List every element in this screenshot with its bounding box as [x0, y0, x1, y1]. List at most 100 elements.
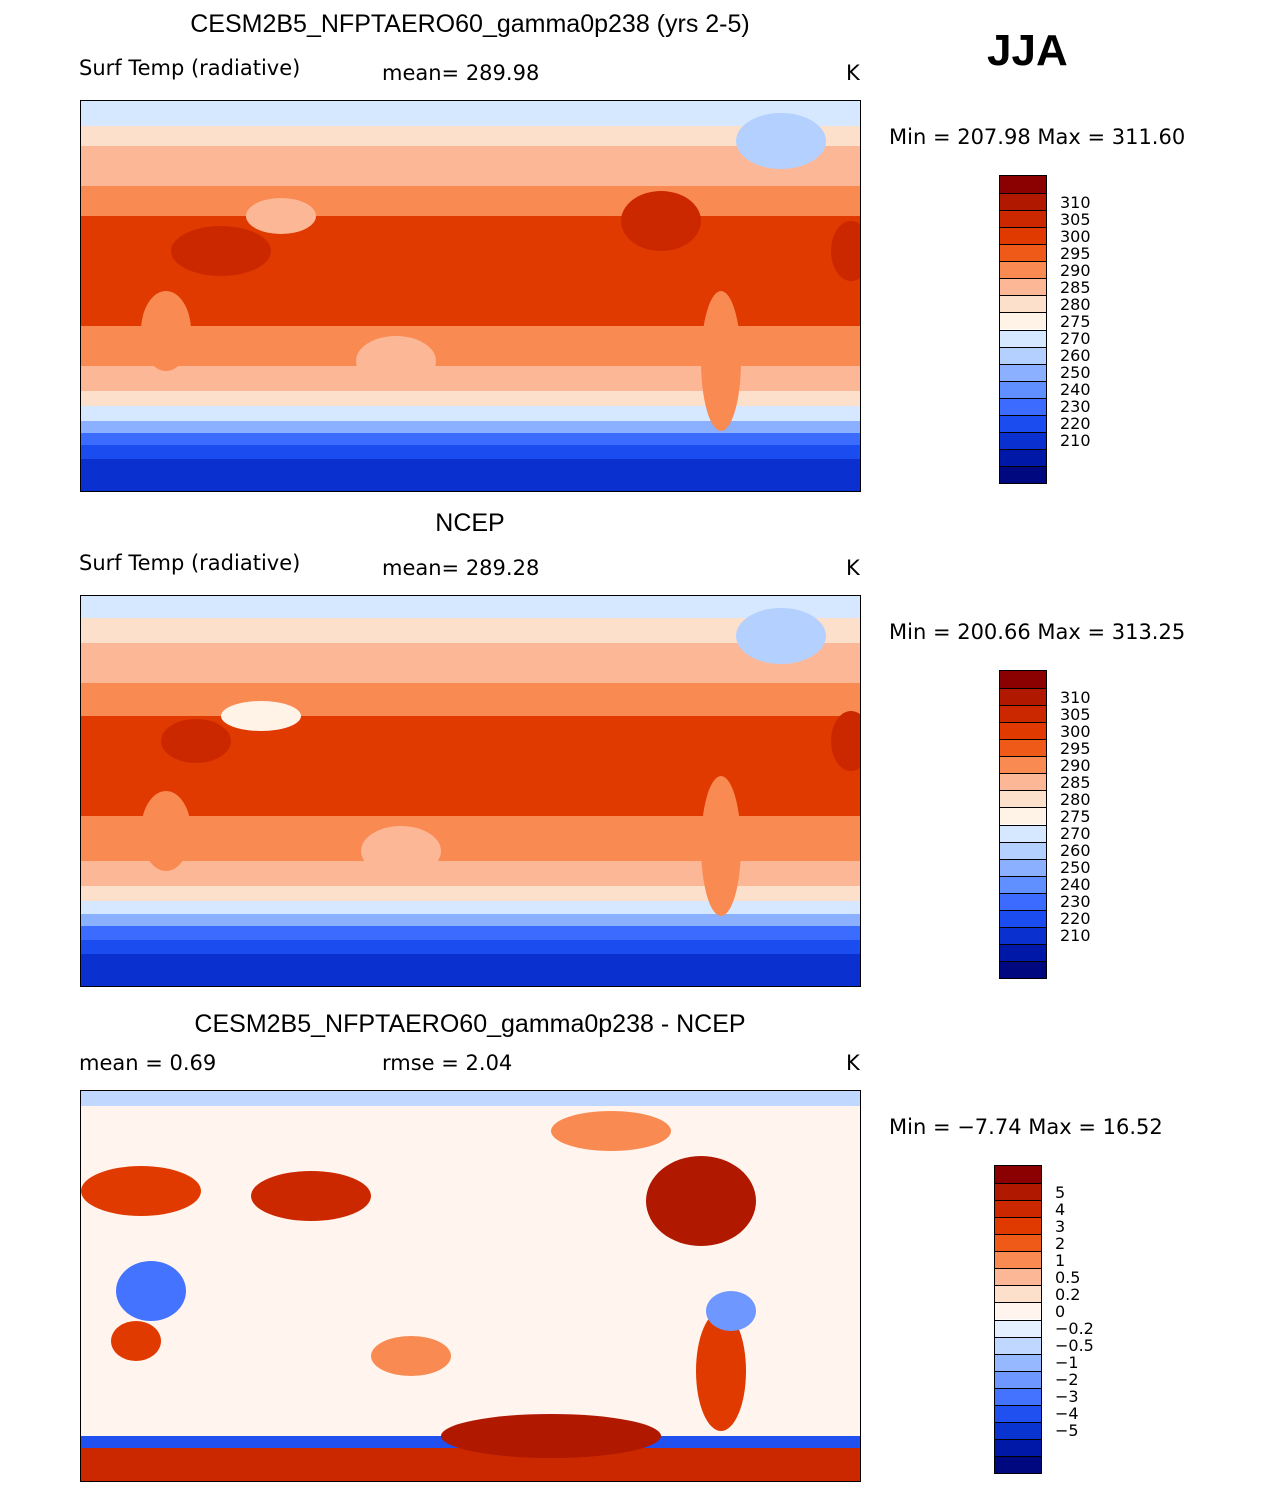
colorbar-box — [1000, 244, 1046, 262]
colorbar-box — [1000, 926, 1046, 944]
colorbar-box — [1000, 227, 1046, 245]
colorbar-tick-label: 240 — [1060, 380, 1091, 400]
panel-1-mean: mean= 289.98 — [382, 61, 540, 85]
colorbar-box — [1000, 688, 1046, 706]
colorbar-box — [995, 1421, 1041, 1439]
colorbar-tick-label: 280 — [1060, 789, 1091, 809]
panel-1-units: K — [846, 61, 860, 85]
colorbar-tick-label: −4 — [1055, 1404, 1079, 1424]
colorbar-tick-label: 210 — [1060, 431, 1091, 451]
panel-2-colorbar — [999, 670, 1047, 979]
panel-3-title: CESM2B5_NFPTAERO60_gamma0p238 - NCEP — [194, 1010, 746, 1038]
colorbar-box — [995, 1302, 1041, 1320]
colorbar-tick-label: 285 — [1060, 277, 1091, 297]
panel-1-map — [80, 100, 861, 492]
colorbar-tick-label: 4 — [1055, 1199, 1066, 1219]
panel-3-mean: mean = 0.69 — [79, 1051, 217, 1075]
panel-3-units: K — [846, 1051, 860, 1075]
colorbar-tick-label: 295 — [1060, 738, 1091, 758]
colorbar-box — [1000, 363, 1046, 381]
colorbar-tick-label: 305 — [1060, 704, 1091, 724]
colorbar-tick-label: 5 — [1055, 1182, 1066, 1202]
colorbar-box — [1000, 722, 1046, 740]
colorbar-box — [1000, 739, 1046, 757]
colorbar-box — [1000, 210, 1046, 228]
panel-2-map — [80, 595, 861, 987]
colorbar-tick-label: 285 — [1060, 772, 1091, 792]
colorbar-tick-label: 1 — [1055, 1250, 1066, 1270]
panel-1-colorbar — [999, 175, 1047, 484]
colorbar-tick-label: 260 — [1060, 346, 1091, 366]
colorbar-tick-label: 250 — [1060, 363, 1091, 383]
panel-1-variable: Surf Temp (radiative) — [79, 56, 301, 80]
colorbar-tick-label: −0.5 — [1055, 1336, 1094, 1356]
colorbar-box — [1000, 448, 1046, 466]
panel-2-units: K — [846, 556, 860, 580]
colorbar-box — [1000, 756, 1046, 774]
panel-3-field — [81, 1091, 860, 1481]
colorbar-tick-label: 220 — [1060, 414, 1091, 434]
colorbar-tick-label: 310 — [1060, 687, 1091, 707]
colorbar-tick-label: 210 — [1060, 926, 1091, 946]
colorbar-box — [995, 1438, 1041, 1456]
colorbar-tick-label: 0 — [1055, 1301, 1066, 1321]
colorbar-box — [995, 1387, 1041, 1405]
colorbar-tick-label: 275 — [1060, 806, 1091, 826]
colorbar-box — [1000, 960, 1046, 978]
panel-3-minmax: Min = −7.74 Max = 16.52 — [889, 1115, 1163, 1139]
colorbar-tick-label: −2 — [1055, 1370, 1079, 1390]
colorbar-tick-label: 250 — [1060, 858, 1091, 878]
colorbar-box — [995, 1353, 1041, 1371]
colorbar-tick-label: 290 — [1060, 260, 1091, 280]
colorbar-box — [995, 1285, 1041, 1303]
colorbar-tick-label: 2 — [1055, 1233, 1066, 1253]
panel-2-mean: mean= 289.28 — [382, 556, 540, 580]
colorbar-tick-label: 305 — [1060, 209, 1091, 229]
colorbar-tick-label: 295 — [1060, 243, 1091, 263]
colorbar-box — [1000, 346, 1046, 364]
colorbar-box — [995, 1336, 1041, 1354]
colorbar-box — [1000, 380, 1046, 398]
colorbar-tick-label: 230 — [1060, 892, 1091, 912]
colorbar-box — [1000, 431, 1046, 449]
panel-2-title: NCEP — [435, 509, 505, 537]
colorbar-box — [1000, 824, 1046, 842]
colorbar-tick-label: 300 — [1060, 721, 1091, 741]
colorbar-box — [1000, 841, 1046, 859]
season-label: JJA — [987, 26, 1068, 75]
colorbar-tick-label: −0.2 — [1055, 1319, 1094, 1339]
colorbar-box — [1000, 414, 1046, 432]
colorbar-tick-label: 310 — [1060, 192, 1091, 212]
colorbar-box — [1000, 909, 1046, 927]
colorbar-box — [995, 1234, 1041, 1252]
panel-3-map — [80, 1090, 861, 1482]
colorbar-box — [995, 1268, 1041, 1286]
colorbar-box — [1000, 176, 1046, 194]
colorbar-box — [1000, 671, 1046, 689]
colorbar-box — [995, 1455, 1041, 1473]
colorbar-box — [995, 1217, 1041, 1235]
colorbar-tick-label: 0.2 — [1055, 1284, 1081, 1304]
colorbar-box — [1000, 193, 1046, 211]
colorbar-box — [1000, 773, 1046, 791]
colorbar-tick-label: 230 — [1060, 397, 1091, 417]
colorbar-box — [995, 1166, 1041, 1184]
colorbar-tick-label: 270 — [1060, 824, 1091, 844]
colorbar-tick-label: 260 — [1060, 841, 1091, 861]
colorbar-tick-label: 280 — [1060, 294, 1091, 314]
colorbar-box — [995, 1370, 1041, 1388]
panel-3-rmse: rmse = 2.04 — [382, 1051, 513, 1075]
panel-1-field — [81, 101, 860, 491]
colorbar-box — [995, 1183, 1041, 1201]
colorbar-box — [995, 1319, 1041, 1337]
colorbar-box — [995, 1404, 1041, 1422]
colorbar-tick-label: 270 — [1060, 329, 1091, 349]
colorbar-tick-label: −3 — [1055, 1387, 1079, 1407]
colorbar-box — [995, 1200, 1041, 1218]
colorbar-box — [1000, 465, 1046, 483]
colorbar-box — [1000, 858, 1046, 876]
colorbar-box — [995, 1251, 1041, 1269]
colorbar-tick-label: 220 — [1060, 909, 1091, 929]
colorbar-box — [1000, 943, 1046, 961]
panel-1-title: CESM2B5_NFPTAERO60_gamma0p238 (yrs 2-5) — [190, 10, 750, 38]
